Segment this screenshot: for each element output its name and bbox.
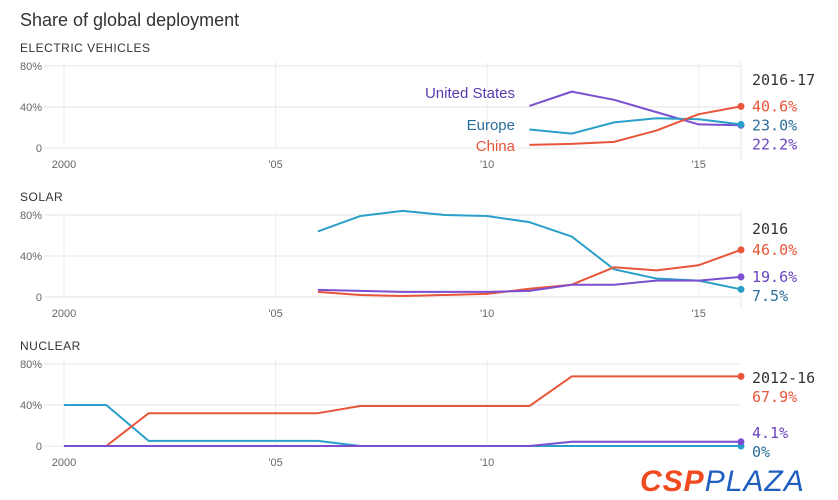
end-value-label: 67.9%	[752, 388, 797, 406]
period-label: 2016-17	[752, 71, 815, 89]
y-tick-label: 80%	[20, 210, 42, 222]
x-tick-label: '05	[268, 159, 282, 171]
panel-title: NUCLEAR	[20, 339, 81, 353]
series-label: United States	[425, 85, 515, 102]
series-line-united-states	[317, 275, 742, 293]
x-tick-label: '15	[692, 308, 706, 320]
series-line-united-states	[529, 90, 742, 127]
panel-title: SOLAR	[20, 190, 63, 204]
x-tick-label: '15	[692, 159, 706, 171]
chart-title: Share of global deployment	[20, 10, 240, 30]
end-value-label: 46.0%	[752, 241, 797, 259]
x-tick-label: '10	[480, 308, 494, 320]
x-tick-label: '10	[480, 159, 494, 171]
period-label: 2012-16	[752, 369, 815, 387]
end-point	[737, 438, 745, 446]
y-tick-label: 40%	[20, 251, 42, 263]
end-point	[737, 372, 745, 380]
y-tick-label: 80%	[20, 61, 42, 73]
end-value-label: 19.6%	[752, 268, 797, 286]
panel-title: ELECTRIC VEHICLES	[20, 41, 151, 55]
end-value-label: 0%	[752, 443, 770, 461]
series-line-united-states	[64, 440, 741, 447]
y-tick-label: 80%	[20, 359, 42, 371]
end-point	[737, 246, 745, 254]
end-value-label: 22.2%	[752, 135, 797, 153]
series-line-china	[317, 248, 742, 297]
series-line-china	[529, 105, 742, 146]
logo-part-csp: CSP	[640, 465, 705, 498]
y-tick-label: 40%	[20, 102, 42, 114]
x-tick-label: '05	[268, 308, 282, 320]
end-value-label: 40.6%	[752, 97, 797, 115]
y-tick-label: 40%	[20, 400, 42, 412]
y-tick-label: 0	[36, 441, 42, 453]
x-tick-label: 2000	[52, 457, 76, 469]
series-label: China	[476, 138, 516, 155]
end-point	[737, 273, 745, 281]
x-tick-label: 2000	[52, 159, 76, 171]
end-value-label: 7.5%	[752, 287, 788, 305]
y-tick-label: 0	[36, 143, 42, 155]
series-line-europe	[64, 404, 741, 447]
series-label: Europe	[467, 117, 515, 134]
end-value-label: 23.0%	[752, 116, 797, 134]
series-line-europe	[317, 209, 742, 291]
csp-plaza-logo: CSPPLAZA	[640, 467, 805, 497]
end-value-label: 4.1%	[752, 424, 788, 442]
y-tick-label: 0	[36, 292, 42, 304]
series-line-europe	[529, 117, 742, 135]
x-tick-label: '10	[480, 457, 494, 469]
end-point	[737, 102, 745, 110]
end-point	[737, 285, 745, 293]
logo-part-plaza: PLAZA	[704, 465, 805, 498]
series-line-china	[64, 375, 741, 447]
x-tick-label: '05	[268, 457, 282, 469]
x-tick-label: 2000	[52, 308, 76, 320]
period-label: 2016	[752, 220, 788, 238]
end-point	[737, 120, 745, 128]
